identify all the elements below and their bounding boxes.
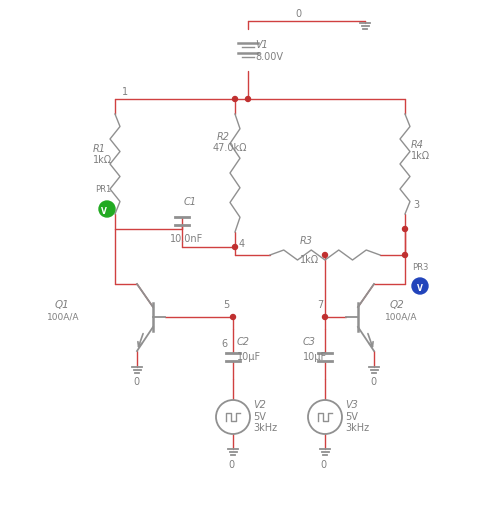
- Text: 1: 1: [122, 87, 128, 97]
- Text: 7: 7: [317, 299, 323, 309]
- Text: 5: 5: [223, 299, 229, 309]
- Text: 0: 0: [320, 459, 326, 469]
- Text: 47.0kΩ: 47.0kΩ: [213, 143, 248, 153]
- Text: 3kHz: 3kHz: [253, 422, 277, 432]
- Text: 0: 0: [228, 459, 234, 469]
- Circle shape: [246, 97, 250, 102]
- Text: PR1: PR1: [95, 185, 111, 193]
- Text: C1: C1: [184, 196, 197, 207]
- Text: 1kΩ: 1kΩ: [300, 254, 319, 265]
- Text: C3: C3: [303, 336, 316, 346]
- Circle shape: [412, 278, 428, 294]
- Text: R3: R3: [300, 236, 313, 245]
- Circle shape: [402, 253, 407, 258]
- Text: R4: R4: [411, 140, 424, 150]
- Text: 4: 4: [239, 239, 245, 248]
- Text: 8.00V: 8.00V: [255, 52, 283, 62]
- Text: Q1: Q1: [55, 299, 70, 309]
- Text: 100A/A: 100A/A: [47, 313, 80, 321]
- Circle shape: [322, 253, 328, 258]
- Text: V2: V2: [253, 399, 266, 409]
- Text: V: V: [417, 284, 423, 293]
- Circle shape: [322, 315, 328, 320]
- Text: V: V: [101, 207, 107, 216]
- Text: PR3: PR3: [412, 263, 428, 271]
- Text: 6: 6: [221, 338, 227, 348]
- Circle shape: [216, 400, 250, 434]
- Text: 0: 0: [133, 376, 139, 386]
- Text: 5V: 5V: [253, 411, 266, 421]
- Text: R2: R2: [217, 132, 230, 142]
- Text: 3kHz: 3kHz: [345, 422, 369, 432]
- Text: 100A/A: 100A/A: [385, 313, 418, 321]
- Text: 1kΩ: 1kΩ: [93, 155, 112, 165]
- Circle shape: [232, 97, 237, 102]
- Text: 10.0nF: 10.0nF: [170, 234, 203, 243]
- Text: 0: 0: [370, 376, 376, 386]
- Text: V3: V3: [345, 399, 358, 409]
- Text: 10μF: 10μF: [303, 351, 327, 361]
- Text: 10μF: 10μF: [237, 351, 261, 361]
- Text: R1: R1: [93, 144, 106, 154]
- Text: Q2: Q2: [390, 299, 405, 309]
- Circle shape: [99, 202, 115, 217]
- Text: 3: 3: [413, 200, 419, 210]
- Text: V1: V1: [255, 40, 268, 50]
- Text: C2: C2: [237, 336, 250, 346]
- Text: 0: 0: [295, 9, 301, 19]
- Text: 1kΩ: 1kΩ: [411, 151, 430, 161]
- Circle shape: [402, 227, 407, 232]
- Circle shape: [232, 245, 237, 250]
- Circle shape: [308, 400, 342, 434]
- Circle shape: [230, 315, 235, 320]
- Text: 5V: 5V: [345, 411, 358, 421]
